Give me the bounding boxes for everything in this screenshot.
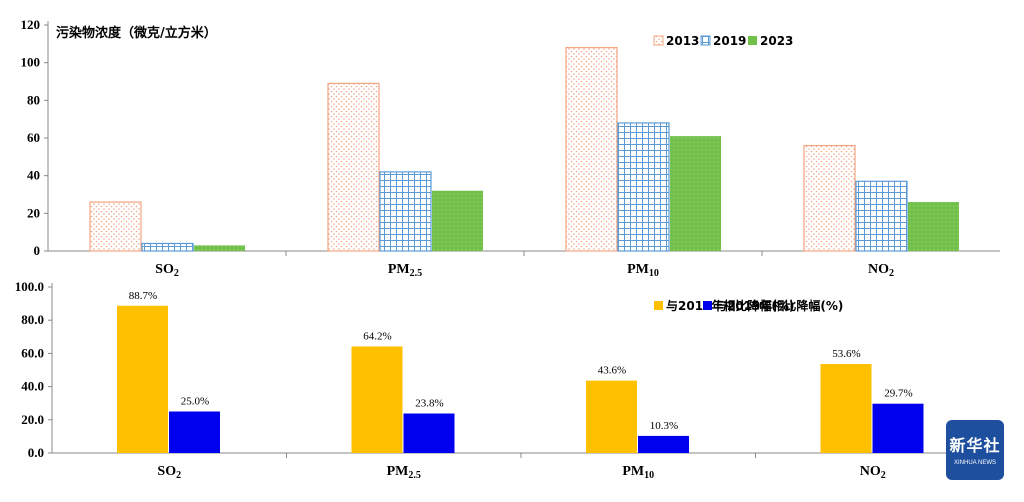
y-tick-label: 100 xyxy=(21,55,41,70)
bar-2019-2 xyxy=(617,122,670,252)
bar-2013-2 xyxy=(565,46,618,252)
bar-2013-2 xyxy=(586,380,637,453)
chart-title: 污染物浓度（微克/立方米） xyxy=(56,25,217,41)
data-label: 23.8% xyxy=(415,397,443,409)
concentration-chart: 0 20 40 60 80 100 120 SO2 PM2.5 PM10 NO2 污染物浓度（微克/立… xyxy=(21,17,1000,279)
y-tick-label: 100.0 xyxy=(15,279,44,294)
category-label: SO2 xyxy=(157,464,181,481)
y-tick-label: 80.0 xyxy=(21,312,44,327)
legend-swatch xyxy=(703,301,712,310)
y-tick-label: 60.0 xyxy=(21,345,44,360)
legend-swatch xyxy=(700,35,711,46)
bar-2019-3 xyxy=(855,180,908,252)
bar-2023-2 xyxy=(670,136,721,251)
data-label: 88.7% xyxy=(129,290,157,302)
bar-2013-3 xyxy=(820,364,872,453)
bar-2023-0 xyxy=(194,245,245,251)
legend-label: 2013 xyxy=(666,34,699,48)
y-tick-label: 80 xyxy=(27,92,40,107)
y-tick-label: 120 xyxy=(21,17,41,32)
reduction-chart: 0.0 20.0 40.0 60.0 80.0 100.0 SO2 PM2.5 PM10 NO2 8… xyxy=(15,279,990,481)
category-label: SO2 xyxy=(155,262,179,279)
y-tick-label: 40.0 xyxy=(21,379,44,394)
category-label: NO2 xyxy=(860,464,886,481)
data-label: 53.6% xyxy=(832,348,860,360)
y-tick-label: 0 xyxy=(34,243,41,258)
bar-2023-1 xyxy=(432,190,483,251)
y-tick-label: 60 xyxy=(27,130,40,145)
data-label: 25.0% xyxy=(181,396,209,408)
category-label: PM10 xyxy=(627,262,659,279)
xinhua-logo: 新华社 XINHUA NEWS xyxy=(946,420,1004,480)
legend-label: 2019 xyxy=(713,34,746,48)
category-label: PM2.5 xyxy=(388,262,422,279)
bar-2019-1 xyxy=(379,171,432,252)
bar-2019-0 xyxy=(141,242,194,252)
bar-2013-3 xyxy=(803,144,856,252)
y-tick-label: 40 xyxy=(27,168,40,183)
category-label: PM2.5 xyxy=(387,464,421,481)
data-label: 64.2% xyxy=(363,330,391,342)
category-label: NO2 xyxy=(868,262,894,279)
data-label: 43.6% xyxy=(598,365,626,377)
y-tick-label: 0.0 xyxy=(28,445,44,460)
legend-swatch xyxy=(654,301,663,310)
data-label: 29.7% xyxy=(884,388,912,400)
category-label: PM10 xyxy=(622,464,654,481)
bar-2013-1 xyxy=(327,82,380,252)
data-label: 10.3% xyxy=(650,420,678,432)
bar-2013-1 xyxy=(351,346,403,453)
bar-2019-1 xyxy=(403,413,455,453)
logo-subtitle: XINHUA NEWS xyxy=(953,460,996,466)
legend-swatch xyxy=(653,35,664,46)
legend-label: 与2013年相比降幅(%) xyxy=(666,298,794,313)
bar-2019-0 xyxy=(169,411,220,453)
bar-2013-0 xyxy=(117,305,168,453)
logo-name: 新华社 xyxy=(949,436,1001,455)
legend-label: 与2019年相比降幅(%) xyxy=(715,298,843,313)
bar-2023-3 xyxy=(908,202,959,251)
bar-2019-3 xyxy=(872,403,924,453)
y-tick-label: 20.0 xyxy=(21,412,44,427)
legend-swatch xyxy=(748,36,757,45)
y-tick-label: 20 xyxy=(27,205,40,220)
bar-2019-2 xyxy=(638,435,689,453)
bar-2013-0 xyxy=(89,201,142,252)
legend-label: 2023 xyxy=(760,34,793,48)
